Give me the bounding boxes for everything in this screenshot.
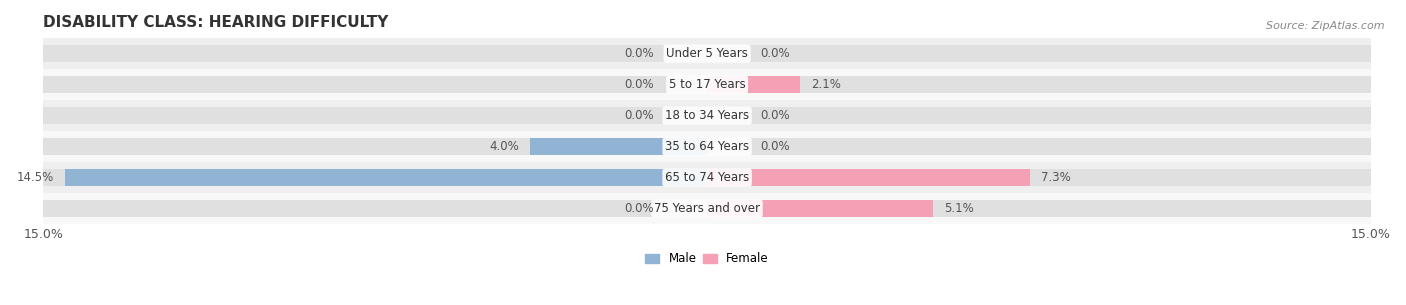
Bar [707,138,1371,155]
Text: 5 to 17 Years: 5 to 17 Years [669,78,745,91]
Bar [530,138,707,155]
Text: 0.0%: 0.0% [624,109,654,122]
Bar [707,45,1371,62]
Text: 18 to 34 Years: 18 to 34 Years [665,109,749,122]
Bar [707,200,932,217]
Bar [707,76,1371,93]
Text: 35 to 64 Years: 35 to 64 Years [665,140,749,153]
Bar [707,76,800,93]
Text: 0.0%: 0.0% [761,109,790,122]
Bar [707,107,1371,124]
Text: 0.0%: 0.0% [761,47,790,60]
Text: Source: ZipAtlas.com: Source: ZipAtlas.com [1267,21,1385,31]
Text: 75 Years and over: 75 Years and over [654,202,761,215]
Bar [707,169,1371,186]
Text: 0.0%: 0.0% [761,140,790,153]
Text: 0.0%: 0.0% [624,47,654,60]
Text: Under 5 Years: Under 5 Years [666,47,748,60]
Bar [44,38,1371,69]
Bar [44,69,1371,100]
Text: 2.1%: 2.1% [811,78,841,91]
Text: 0.0%: 0.0% [624,202,654,215]
Bar [44,131,1371,162]
Text: DISABILITY CLASS: HEARING DIFFICULTY: DISABILITY CLASS: HEARING DIFFICULTY [44,15,388,30]
Bar [707,169,1031,186]
Text: 0.0%: 0.0% [624,78,654,91]
Text: 14.5%: 14.5% [17,171,55,184]
Text: 4.0%: 4.0% [489,140,519,153]
Bar [65,169,707,186]
Bar [44,100,1371,131]
Bar [707,200,1371,217]
Bar [44,45,707,62]
Bar [44,193,1371,224]
Text: 65 to 74 Years: 65 to 74 Years [665,171,749,184]
Bar [44,107,707,124]
Bar [44,169,707,186]
Legend: Male, Female: Male, Female [641,248,773,270]
Bar [44,76,707,93]
Bar [44,200,707,217]
Bar [44,162,1371,193]
Text: 5.1%: 5.1% [943,202,974,215]
Bar [44,138,707,155]
Text: 7.3%: 7.3% [1042,171,1071,184]
